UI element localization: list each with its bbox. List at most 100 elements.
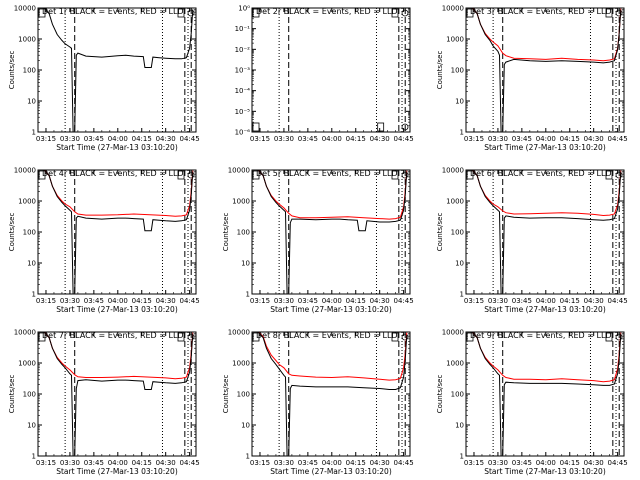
corner-box-marker	[377, 122, 385, 132]
x-tick-label: 04:15	[132, 135, 152, 143]
y-tick-label: 10000	[14, 5, 36, 13]
x-axis-label: Start Time (27-Mar-13 03:10:20)	[270, 305, 392, 314]
x-axis-label: Start Time (27-Mar-13 03:10:20)	[484, 467, 606, 476]
chart-panel-8: Det 8r BLACK = Events, RED = LLD 1 10 100 10…	[222, 329, 414, 477]
chart-title: Det 8r BLACK = Events, RED = LLD	[256, 331, 398, 340]
x-tick-label: 03:30	[60, 297, 80, 305]
chart-panel-1: Det 1r BLACK = Events, RED = LLD 1 10 100 10…	[8, 5, 200, 153]
y-tick-label: 100	[237, 229, 250, 237]
y-tick-label: 1000	[18, 198, 36, 206]
y-tick-label: 10	[27, 98, 36, 106]
y-tick-label: 1000	[446, 198, 464, 206]
corner-box-marker	[38, 8, 46, 18]
y-axis-label: Counts/sec	[222, 375, 230, 414]
x-tick-label: 03:30	[60, 459, 80, 467]
plot-frame	[251, 331, 411, 457]
x-tick-label: 04:30	[370, 297, 390, 305]
plot-frame	[251, 169, 411, 295]
y-tick-label: 10	[27, 260, 36, 268]
events-series-line	[38, 8, 194, 132]
chart-title: Det 3r BLACK = Events, RED = LLD	[470, 7, 612, 16]
plot-frame	[37, 169, 197, 295]
chart-panel-6: Det 6r BLACK = Events, RED = LLD 1 10 100 10…	[436, 167, 628, 315]
chart-title: Det 1r BLACK = Events, RED = LLD	[42, 7, 184, 16]
x-axis-label: Start Time (27-Mar-13 03:10:20)	[56, 143, 178, 152]
y-axis-label: Counts/sec	[8, 375, 16, 414]
plot-frame	[465, 169, 625, 295]
corner-circle-marker	[187, 333, 195, 341]
chart-title: Det 5r BLACK = Events, RED = LLD	[256, 169, 398, 178]
y-tick-label: 10000	[228, 329, 250, 337]
plot-frame	[37, 331, 197, 457]
plot-frame	[465, 7, 625, 133]
x-tick-label: 03:45	[512, 135, 532, 143]
corner-box-marker	[466, 8, 474, 18]
y-tick-label: 10000	[442, 167, 464, 175]
corner-box-marker	[391, 332, 399, 342]
corner-circle-marker	[401, 9, 409, 17]
x-tick-label: 04:45	[608, 459, 628, 467]
x-tick-label: 04:15	[346, 297, 366, 305]
y-tick-label: 10	[455, 422, 464, 430]
y-tick-label: 10⁰	[238, 5, 250, 13]
x-tick-label: 04:45	[180, 459, 200, 467]
y-tick-label: 10	[241, 422, 250, 430]
y-tick-label: 1	[460, 291, 464, 299]
x-tick-label: 03:30	[274, 135, 294, 143]
x-tick-label: 04:00	[536, 135, 556, 143]
y-axis-label: Counts/sec	[8, 51, 16, 90]
x-tick-label: 04:45	[180, 297, 200, 305]
corner-circle-marker	[187, 171, 195, 179]
x-tick-label: 03:30	[488, 297, 508, 305]
corner-box-marker	[38, 332, 46, 342]
x-tick-label: 04:45	[394, 297, 414, 305]
x-tick-label: 03:30	[488, 459, 508, 467]
events-series-line	[38, 170, 194, 294]
x-tick-label: 03:30	[274, 459, 294, 467]
y-tick-label: 1	[32, 453, 36, 461]
y-tick-label: 10000	[14, 167, 36, 175]
x-tick-label: 04:45	[394, 135, 414, 143]
x-tick-label: 04:00	[536, 297, 556, 305]
y-tick-label: 100	[451, 67, 464, 75]
x-tick-label: 03:45	[84, 297, 104, 305]
y-tick-label: 1000	[18, 36, 36, 44]
y-tick-label: 1000	[18, 360, 36, 368]
y-axis-label: Counts/sec	[436, 213, 444, 252]
chart-title: Det 4r BLACK = Events, RED = LLD	[42, 169, 184, 178]
corner-box-marker	[605, 8, 613, 18]
x-tick-label: 04:00	[536, 459, 556, 467]
x-tick-label: 03:30	[274, 297, 294, 305]
y-tick-label: 1	[246, 291, 250, 299]
plot-frame	[465, 331, 625, 457]
corner-box-marker	[605, 170, 613, 180]
events-series-line	[252, 170, 408, 294]
y-tick-label: 10000	[442, 5, 464, 13]
x-tick-label: 03:15	[250, 459, 270, 467]
corner-box-marker	[391, 8, 399, 18]
y-tick-label: 1	[32, 291, 36, 299]
y-tick-label: 1000	[446, 360, 464, 368]
events-series-line	[252, 332, 408, 456]
x-tick-label: 03:15	[36, 459, 56, 467]
x-axis-label: Start Time (27-Mar-13 03:10:20)	[484, 305, 606, 314]
chart-panel-5: Det 5r BLACK = Events, RED = LLD 1 10 100 10…	[222, 167, 414, 315]
x-axis-label: Start Time (27-Mar-13 03:10:20)	[56, 467, 178, 476]
y-tick-label: 1000	[446, 36, 464, 44]
y-tick-label: 1000	[232, 198, 250, 206]
x-tick-label: 04:30	[156, 459, 176, 467]
x-tick-label: 04:00	[322, 135, 342, 143]
x-tick-label: 04:15	[560, 297, 580, 305]
y-tick-label: 10⁻⁵	[235, 108, 251, 116]
y-tick-label: 1	[32, 129, 36, 137]
x-tick-label: 03:15	[36, 135, 56, 143]
x-tick-label: 04:00	[108, 459, 128, 467]
chart-title: Det 9r BLACK = Events, RED = LLD	[470, 331, 612, 340]
x-tick-label: 04:00	[108, 135, 128, 143]
x-tick-label: 04:15	[346, 459, 366, 467]
y-tick-label: 10⁻⁴	[235, 87, 251, 95]
x-tick-label: 04:30	[370, 135, 390, 143]
y-tick-label: 10⁻²	[235, 46, 251, 54]
x-tick-label: 04:15	[132, 297, 152, 305]
plot-frame	[251, 7, 411, 133]
